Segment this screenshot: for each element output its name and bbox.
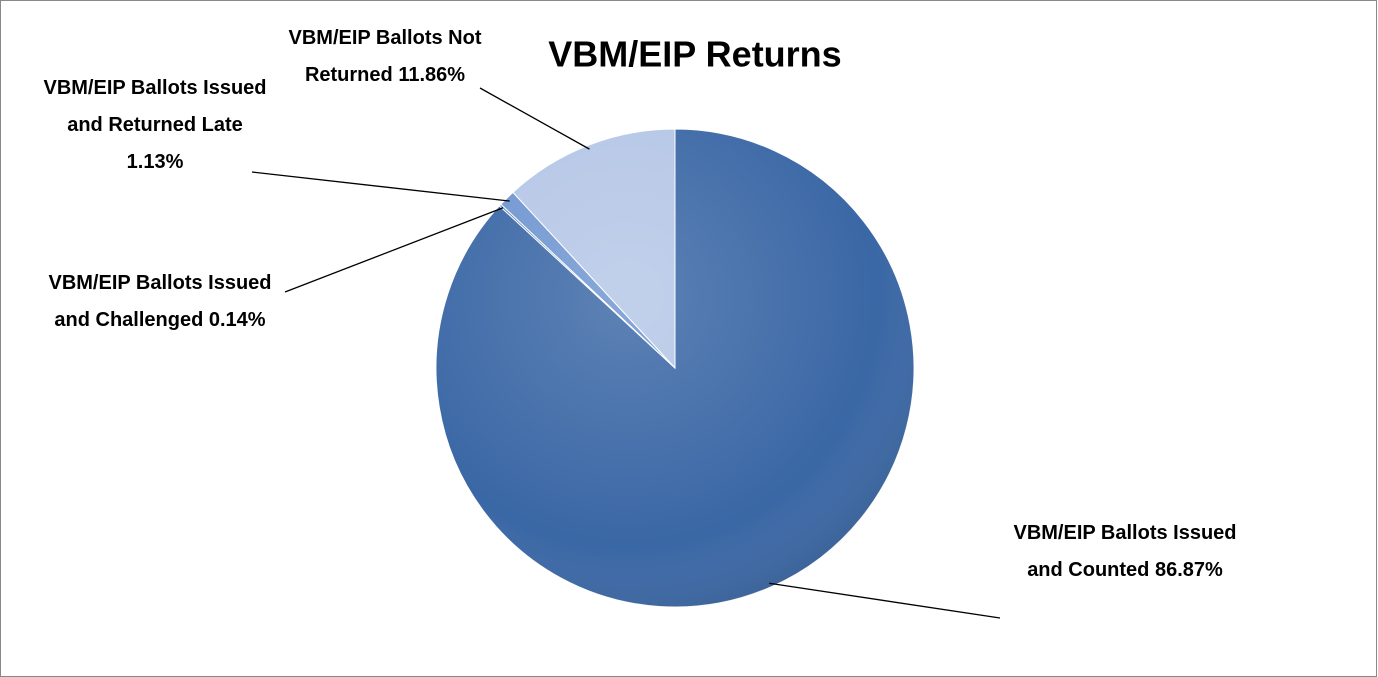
slice-name: VBM/EIP Ballots Issued and Challenged — [48, 272, 272, 331]
leader-line — [251, 171, 510, 202]
slice-value: 0.14% — [208, 309, 266, 331]
chart-title: VBM/EIP Returns — [548, 34, 841, 75]
data-label: VBM/EIP Ballots Issued and Counted 86.87… — [1010, 515, 1240, 589]
data-label: VBM/EIP Ballots Not Returned 11.86% — [270, 20, 500, 94]
leader-line — [479, 87, 590, 150]
slice-name: VBM/EIP Ballots Not Returned — [288, 27, 482, 86]
slice-value: 1.13% — [126, 151, 184, 173]
leader-line — [284, 207, 504, 293]
data-label: VBM/EIP Ballots Issued and Challenged 0.… — [30, 265, 290, 339]
slice-value: 86.87% — [1154, 559, 1223, 581]
data-label: VBM/EIP Ballots Issued and Returned Late… — [40, 70, 270, 181]
leader-line — [769, 582, 1001, 619]
slice-name: VBM/EIP Ballots Issued and Counted — [1013, 522, 1237, 581]
slice-value: 11.86% — [398, 64, 466, 86]
slice-name: VBM/EIP Ballots Issued and Returned Late — [43, 77, 267, 136]
